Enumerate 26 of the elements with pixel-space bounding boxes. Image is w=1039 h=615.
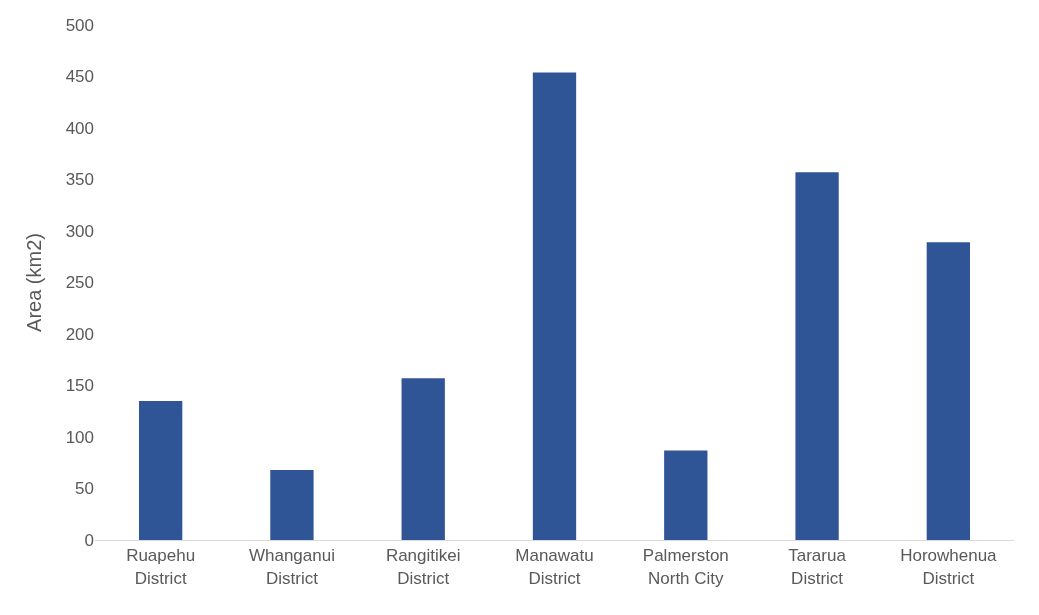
- y-axis-title: Area (km2): [23, 233, 46, 332]
- y-tick-label: 500: [65, 15, 94, 35]
- y-tick-label: 400: [65, 118, 94, 138]
- y-tick-label: 350: [65, 170, 94, 190]
- bar: [664, 450, 708, 540]
- bar: [795, 172, 839, 540]
- x-tick-label: Manawatu District: [515, 546, 594, 588]
- y-tick-label: 100: [65, 427, 94, 447]
- bar: [926, 242, 971, 540]
- y-tick-label: 0: [84, 530, 94, 550]
- bar: [138, 400, 183, 540]
- y-tick-label: 150: [65, 376, 94, 396]
- y-tick-label: 50: [75, 479, 94, 499]
- y-tick-label: 250: [65, 273, 94, 293]
- y-tick-label: 300: [65, 221, 94, 241]
- bar: [270, 469, 314, 540]
- x-tick-label: Tararua District: [788, 546, 847, 588]
- y-tick-label: 200: [65, 324, 94, 344]
- x-tick-label: Ruapehu District: [126, 546, 196, 588]
- x-tick-label: Rangitikei District: [385, 546, 461, 588]
- bar: [532, 72, 577, 540]
- x-tick-label: Palmerston North City: [642, 546, 729, 588]
- y-tick-label: 450: [65, 67, 94, 87]
- x-tick-label: Whanganui District: [248, 546, 335, 588]
- x-tick-label: Horowhenua District: [900, 546, 998, 588]
- bar: [401, 378, 445, 540]
